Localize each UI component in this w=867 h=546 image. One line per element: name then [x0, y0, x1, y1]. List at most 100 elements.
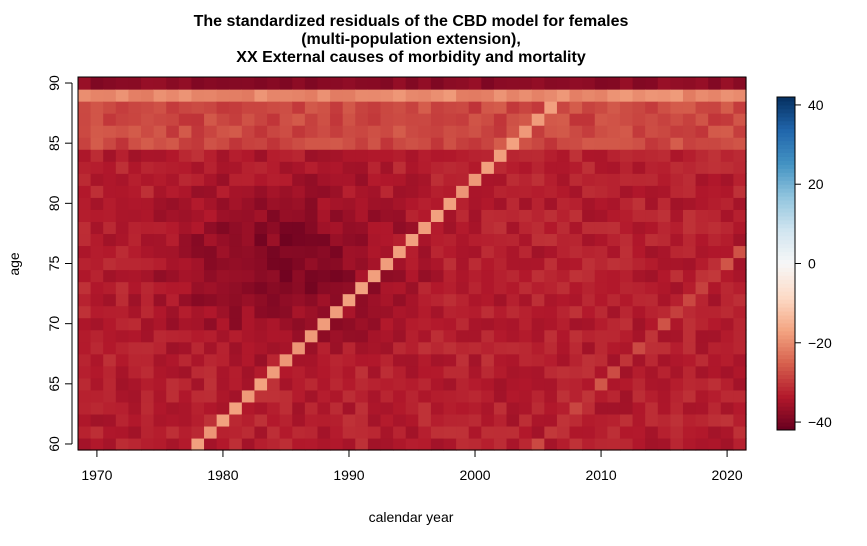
heatmap-cell: [254, 101, 268, 114]
heatmap-cell: [229, 173, 243, 186]
heatmap-cell: [393, 257, 407, 271]
heatmap-cell: [506, 101, 520, 114]
heatmap-cell: [468, 185, 482, 198]
heatmap-cell: [607, 161, 621, 174]
heatmap-cell: [733, 113, 747, 126]
heatmap-cell: [342, 329, 356, 343]
heatmap-cell: [405, 341, 419, 355]
heatmap-cell: [128, 257, 142, 271]
heatmap-cell: [645, 89, 659, 102]
heatmap-cell: [493, 413, 508, 427]
heatmap-cell: [556, 293, 571, 307]
heatmap-cell: [166, 101, 180, 114]
heatmap-cell: [90, 209, 104, 222]
heatmap-cell: [342, 413, 356, 427]
heatmap-cell: [544, 425, 558, 439]
heatmap-cell: [733, 101, 747, 114]
heatmap-cell: [115, 221, 130, 235]
heatmap-cell: [670, 77, 684, 90]
heatmap-cell: [531, 173, 545, 186]
heatmap-cell: [556, 329, 571, 343]
heatmap-cell: [405, 197, 419, 210]
heatmap-cell: [430, 305, 445, 319]
heatmap-cell: [695, 269, 709, 283]
heatmap-cell: [405, 389, 419, 403]
heatmap-cell: [506, 317, 520, 331]
heatmap-cell: [594, 341, 608, 355]
heatmap-cell: [607, 185, 621, 198]
heatmap-cell: [418, 161, 432, 174]
heatmap-cell: [405, 425, 419, 439]
heatmap-cell: [90, 305, 104, 319]
heatmap-cell: [619, 353, 634, 367]
heatmap-cell: [682, 173, 697, 186]
heatmap-cell: [178, 209, 193, 222]
x-axis: 1970 1980 1990 2000 2010 2020: [81, 449, 743, 483]
heatmap-cell: [418, 113, 432, 126]
heatmap-cell: [229, 317, 243, 331]
colorbar-cell: [777, 378, 795, 383]
colorbar-cell: [777, 271, 795, 276]
heatmap-cell: [468, 341, 482, 355]
heatmap-cell: [279, 197, 293, 210]
heatmap-cell: [544, 257, 558, 271]
heatmap-cell: [405, 269, 419, 283]
heatmap-cell: [279, 341, 293, 355]
heatmap-cell: [141, 413, 155, 427]
heatmap-cell: [78, 401, 92, 415]
heatmap-cell: [607, 233, 621, 247]
heatmap-cell: [619, 101, 634, 114]
colorbar-cell: [777, 426, 795, 431]
heatmap-cell: [594, 305, 608, 319]
heatmap-cell: [128, 125, 142, 138]
heatmap-cell: [607, 365, 621, 379]
heatmap-cell: [393, 125, 407, 138]
heatmap-cell: [204, 353, 218, 367]
heatmap-cell: [556, 317, 571, 331]
heatmap-cell: [493, 173, 508, 186]
heatmap-cell: [619, 293, 634, 307]
heatmap-cell: [619, 257, 634, 271]
heatmap-cell: [493, 257, 508, 271]
heatmap-cell: [304, 89, 319, 102]
x-tick-label: 1990: [333, 467, 364, 483]
heatmap-cell: [519, 89, 533, 102]
heatmap-cell: [569, 161, 583, 174]
colorbar-cell: [777, 124, 795, 130]
heatmap-cell: [481, 269, 495, 283]
heatmap-cell: [229, 437, 243, 451]
heatmap-cell: [468, 329, 482, 343]
heatmap-cell: [128, 161, 142, 174]
heatmap-cell: [733, 149, 747, 162]
heatmap-cell: [393, 137, 407, 150]
heatmap-cell: [544, 137, 558, 150]
heatmap-cell: [103, 245, 117, 259]
heatmap-cell: [645, 233, 659, 247]
heatmap-cell: [304, 149, 319, 162]
heatmap-cell: [279, 293, 293, 307]
heatmap-cell: [569, 113, 583, 126]
heatmap-cell: [544, 317, 558, 331]
heatmap-cell: [594, 209, 608, 222]
heatmap-cell: [229, 353, 243, 367]
heatmap-cell: [317, 137, 331, 150]
heatmap-cell: [468, 113, 482, 126]
heatmap-cell: [128, 353, 142, 367]
heatmap-cell: [481, 161, 495, 174]
heatmap-cell: [519, 125, 533, 138]
heatmap-cell: [115, 305, 130, 319]
heatmap-cell: [254, 185, 268, 198]
heatmap-cell: [519, 377, 533, 391]
heatmap-cell: [166, 353, 180, 367]
heatmap-cell: [128, 101, 142, 114]
heatmap-cell: [178, 149, 193, 162]
heatmap-cell: [695, 425, 709, 439]
heatmap-cell: [733, 341, 747, 355]
heatmap-cell: [405, 101, 419, 114]
heatmap-cell: [708, 77, 722, 90]
heatmap-cell: [733, 401, 747, 415]
heatmap-cell: [632, 137, 646, 150]
heatmap-cell: [594, 77, 608, 90]
heatmap-cell: [191, 353, 205, 367]
heatmap-cell: [670, 149, 684, 162]
